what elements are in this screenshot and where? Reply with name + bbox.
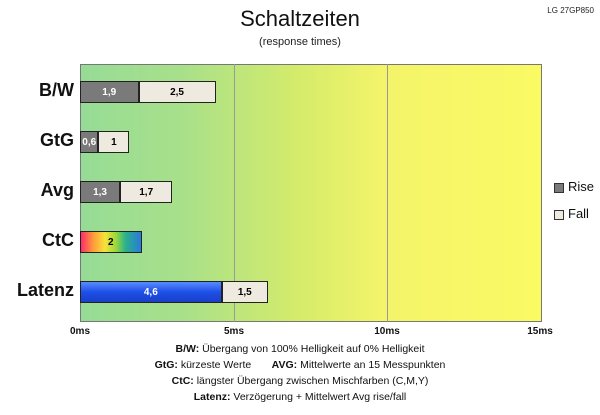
chart-title: Schaltzeiten: [240, 6, 360, 31]
bar-gtg-fall: 1: [98, 131, 130, 153]
note-latenz-text: Verzögerung + Mittelwert Avg rise/fall: [233, 391, 407, 403]
legend-swatch-rise: [554, 183, 564, 193]
note-ctc: CtC: längster Übergang zwischen Mischfar…: [0, 375, 600, 387]
note-gtg-avg: GtG: kürzeste Werte AVG: Mittelwerte an …: [0, 359, 600, 371]
x-tick-10: 10ms: [374, 326, 400, 337]
note-avg-key: AVG:: [271, 359, 298, 371]
bar-avg-rise: 1,3: [80, 181, 121, 203]
gridline-10ms: [387, 64, 388, 322]
gridline-5ms: [234, 64, 235, 322]
note-gtg-key: GtG:: [154, 359, 178, 371]
note-ctc-text: längster Übergang zwischen Mischfarben (…: [196, 375, 429, 387]
note-bw-key: B/W:: [175, 343, 200, 355]
bar-latenz-delay: 4,6: [80, 281, 222, 303]
category-label-gtg: GtG: [40, 130, 74, 150]
bar-latenz-avg: 1,5: [221, 281, 268, 303]
chart-subtitle: (response times): [259, 36, 341, 48]
bar-avg-fall: 1,7: [120, 181, 173, 203]
category-label-bw: B/W: [39, 80, 74, 100]
category-label-latenz: Latenz: [16, 280, 74, 300]
legend-label-fall: Fall: [568, 206, 589, 221]
category-label-avg: Avg: [40, 180, 74, 200]
legend-label-rise: Rise: [568, 179, 595, 194]
bar-gtg-rise: 0,6: [80, 131, 99, 153]
note-avg-text: Mittelwerte an 15 Messpunkten: [300, 359, 446, 371]
note-ctc-key: CtC:: [171, 375, 194, 387]
note-bw: B/W: Übergang von 100% Helligkeit auf 0%…: [0, 343, 600, 355]
note-latenz-key: Latenz:: [193, 391, 231, 403]
category-label-ctc: CtC: [42, 230, 74, 250]
x-tick-15: 15ms: [527, 326, 553, 337]
x-tick-5: 5ms: [223, 326, 244, 337]
legend-swatch-fall: [554, 210, 564, 220]
note-latenz: Latenz: Verzögerung + Mittelwert Avg ris…: [0, 391, 600, 403]
note-gtg-text: kürzeste Werte: [180, 359, 252, 371]
bar-bw-rise: 1,9: [80, 81, 139, 103]
x-tick-0: 0ms: [69, 326, 90, 337]
bar-bw-fall: 2,5: [138, 81, 216, 103]
bar-ctc: 2: [80, 231, 142, 253]
note-bw-text: Übergang von 100% Helligkeit auf 0% Hell…: [202, 343, 425, 355]
monitor-model-label: LG 27GP850: [547, 6, 594, 15]
